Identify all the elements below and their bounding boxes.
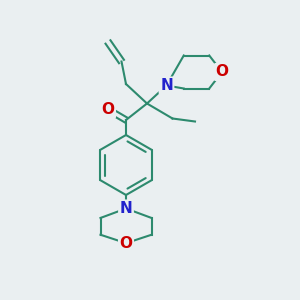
Text: O: O <box>101 102 115 117</box>
Text: O: O <box>119 236 133 251</box>
Text: N: N <box>120 201 132 216</box>
Text: N: N <box>160 78 173 93</box>
Text: O: O <box>215 64 229 80</box>
